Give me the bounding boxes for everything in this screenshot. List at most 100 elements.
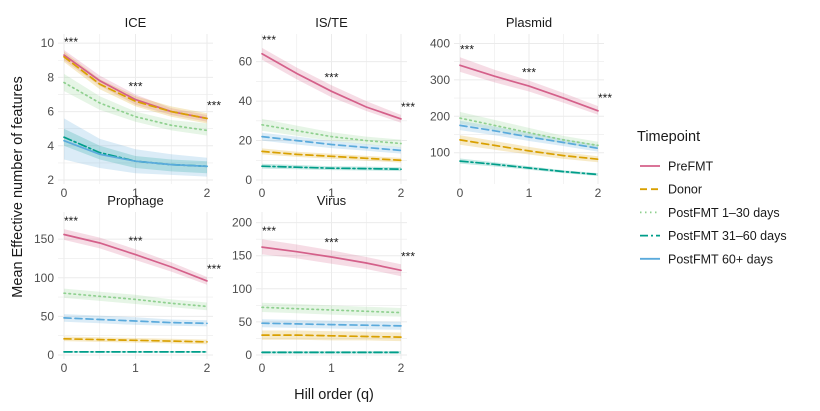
- significance-label: ***: [64, 214, 78, 228]
- line-prefmt: [261, 52, 402, 120]
- legend-entry-postfmt-1-30-days: PostFMT 1–30 days: [640, 206, 780, 220]
- y-axis-title: Mean Effective number of features: [10, 76, 26, 297]
- legend-label: PreFMT: [668, 160, 714, 174]
- line-postfmt-1-30-days: [261, 306, 402, 314]
- legend-entry-postfmt-31-60-days: PostFMT 31–60 days: [640, 229, 787, 243]
- significance-label: ***: [598, 91, 612, 105]
- y-tick-label: 0: [47, 348, 54, 362]
- ribbon-postfmt-1-30-days: [64, 73, 207, 136]
- x-tick-label: 0: [457, 186, 464, 200]
- significance-label: ***: [64, 35, 78, 49]
- y-tick-label: 200: [430, 109, 450, 123]
- x-tick-label: 1: [328, 186, 335, 200]
- x-axis-title: Hill order (q): [294, 387, 374, 403]
- x-tick-label: 2: [595, 186, 602, 200]
- significance-label: ***: [128, 79, 142, 93]
- y-tick-label: 4: [47, 139, 54, 153]
- y-tick-label: 50: [41, 309, 55, 323]
- x-tick-label: 1: [526, 186, 533, 200]
- y-tick-label: 8: [47, 70, 54, 84]
- y-tick-label: 300: [430, 73, 450, 87]
- legend-entry-donor: Donor: [640, 183, 702, 197]
- legend-label: PostFMT 60+ days: [668, 252, 773, 266]
- x-tick-label: 1: [132, 186, 139, 200]
- y-tick-label: 100: [232, 282, 252, 296]
- y-tick-label: 200: [232, 216, 252, 230]
- y-tick-label: 150: [34, 232, 54, 246]
- facet-title: Prophage: [107, 193, 163, 208]
- y-tick-label: 10: [41, 36, 55, 50]
- x-tick-label: 0: [259, 186, 266, 200]
- line-postfmt-60-days: [261, 135, 402, 152]
- ribbon-prefmt: [262, 47, 401, 123]
- line-donor: [63, 337, 208, 343]
- facet-plasmid: Plasmid 0 1 2 100 200 300 400 *** *** ***: [430, 15, 612, 200]
- y-tick-label: 2: [47, 173, 54, 187]
- line-prefmt: [459, 64, 599, 112]
- significance-label: ***: [207, 262, 221, 276]
- x-tick-label: 2: [398, 186, 405, 200]
- facet-ice: ICE 0 1 2 2 4 6 8 10 *** *** ***: [41, 15, 222, 200]
- line-donor: [261, 150, 402, 162]
- line-postfmt-1-30-days: [63, 81, 208, 132]
- y-tick-label: 100: [34, 271, 54, 285]
- legend-entry-prefmt: PreFMT: [640, 160, 714, 174]
- facet-virus: Virus 0 1 2 0 50 100 150 200 *** *** ***: [232, 193, 415, 375]
- y-tick-label: 50: [239, 315, 253, 329]
- facet-title: ICE: [125, 15, 147, 30]
- line-postfmt-1-30-days: [459, 117, 599, 147]
- x-tick-label: 0: [61, 186, 68, 200]
- legend: Timepoint PreFMT Donor PostFMT 1–30 days Po…: [637, 129, 787, 266]
- significance-label: ***: [324, 235, 338, 249]
- line-postfmt-1-30-days: [261, 123, 402, 145]
- x-tick-label: 2: [204, 186, 211, 200]
- line-donor: [261, 334, 402, 338]
- line-prefmt: [63, 233, 208, 282]
- facet-title: Plasmid: [506, 15, 552, 30]
- x-tick-label: 0: [61, 361, 68, 375]
- y-tick-label: 0: [245, 173, 252, 187]
- significance-label: ***: [262, 224, 276, 238]
- ribbon-prefmt: [64, 50, 207, 122]
- y-tick-label: 100: [430, 146, 450, 160]
- line-postfmt-60-days: [63, 317, 208, 325]
- significance-label: ***: [128, 234, 142, 248]
- line-postfmt-60-days: [459, 124, 599, 150]
- line-postfmt-60-days: [261, 322, 402, 327]
- significance-label: ***: [262, 33, 276, 47]
- legend-label: PostFMT 31–60 days: [668, 229, 787, 243]
- x-tick-label: 1: [328, 361, 335, 375]
- x-tick-label: 1: [132, 361, 139, 375]
- significance-label: ***: [324, 70, 338, 84]
- x-tick-label: 2: [204, 361, 211, 375]
- y-tick-label: 40: [239, 94, 253, 108]
- facet-title: IS/TE: [315, 15, 348, 30]
- ribbon-postfmt-60-days: [64, 118, 207, 177]
- legend-label: Donor: [668, 183, 702, 197]
- x-tick-label: 2: [398, 361, 405, 375]
- significance-label: ***: [207, 98, 221, 112]
- legend-entry-postfmt-60-days: PostFMT 60+ days: [640, 252, 773, 266]
- y-tick-label: 150: [232, 249, 252, 263]
- y-tick-label: 400: [430, 36, 450, 50]
- y-tick-label: 0: [245, 348, 252, 362]
- line-postfmt-31-60-days: [261, 165, 402, 171]
- line-donor: [459, 139, 599, 161]
- significance-label: ***: [401, 249, 415, 263]
- facet-title: Virus: [317, 193, 347, 208]
- line-donor: [63, 55, 208, 120]
- y-tick-label: 60: [239, 55, 253, 69]
- line-prefmt: [261, 246, 402, 272]
- legend-label: PostFMT 1–30 days: [668, 206, 780, 220]
- significance-label: ***: [522, 66, 536, 80]
- line-postfmt-31-60-days: [459, 160, 599, 176]
- line-postfmt-60-days: [63, 139, 208, 168]
- y-tick-label: 6: [47, 105, 54, 119]
- y-tick-label: 20: [239, 134, 253, 148]
- ribbon-postfmt-60-days: [262, 132, 401, 154]
- ribbon-postfmt-31-60-days: [64, 128, 207, 174]
- significance-label: ***: [460, 42, 474, 56]
